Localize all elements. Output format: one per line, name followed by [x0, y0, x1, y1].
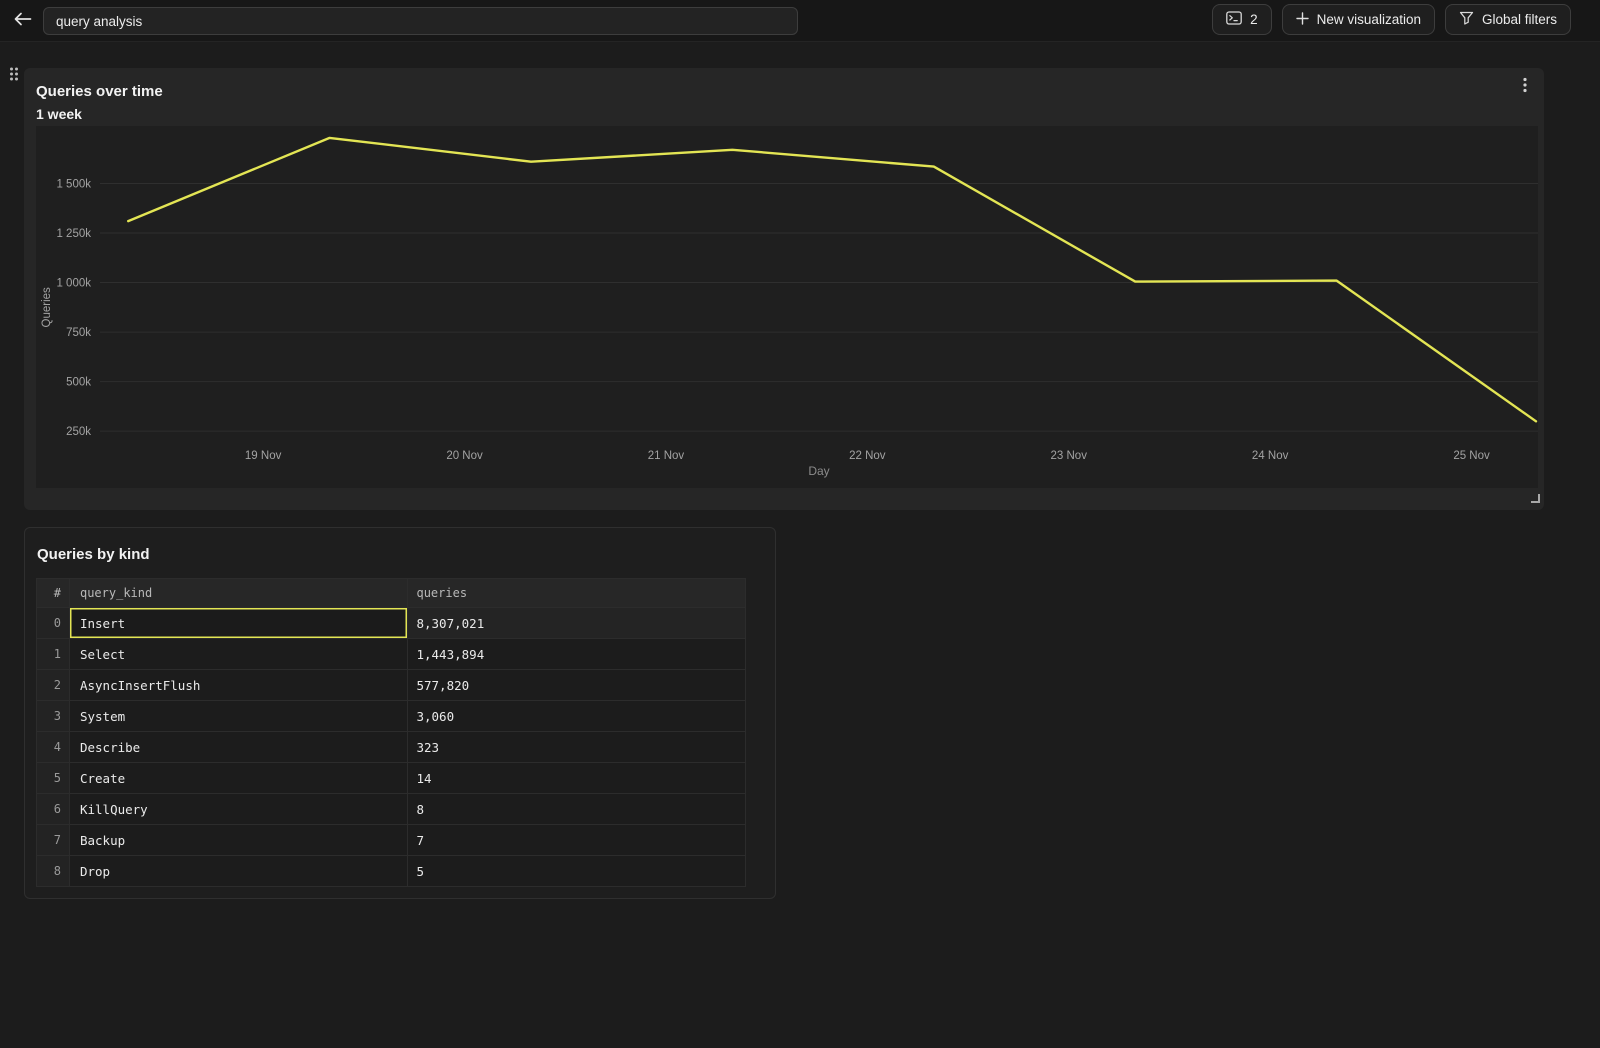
cell-queries[interactable]: 14	[416, 770, 432, 786]
cell-row-index[interactable]: 2	[37, 670, 70, 700]
x-tick-label: 23 Nov	[1051, 450, 1088, 462]
cell-row-index[interactable]: 4	[37, 732, 70, 762]
chart-panel-title: Queries over time	[36, 83, 163, 100]
x-axis-title: Day	[808, 464, 829, 478]
cell-query-kind[interactable]: Drop	[70, 856, 409, 886]
panel-resize-handle[interactable]	[1531, 494, 1540, 503]
cell-queries[interactable]: 577,820	[416, 677, 470, 693]
panel-drag-handle[interactable]	[6, 66, 22, 86]
cell-row-index[interactable]: 7	[37, 825, 70, 855]
console-count-label: 2	[1250, 12, 1258, 27]
cell-row-index[interactable]: 8	[37, 856, 70, 886]
y-tick-label: 1 250k	[56, 228, 91, 240]
plus-icon	[1295, 11, 1309, 28]
table-panel-title: Queries by kind	[37, 546, 150, 563]
cell-queries[interactable]: 7	[416, 832, 425, 848]
queries-by-kind-table: # query_kind queries 0 Insert 8,307,021 1 Se…	[36, 578, 746, 887]
chart-menu-button[interactable]	[1516, 77, 1534, 98]
x-tick-label: 25 Nov	[1453, 450, 1490, 462]
cell-row-index[interactable]: 1	[37, 639, 70, 669]
table-row: 1 Select 1,443,894	[37, 639, 745, 670]
cell-query-kind[interactable]: KillQuery	[70, 794, 409, 824]
table-row: 3 System 3,060	[37, 701, 745, 732]
queries-by-kind-panel: Queries by kind # query_kind queries 0 In…	[24, 527, 776, 899]
queries-over-time-panel: Queries over time 1 week 250k 500k 750k 1 0…	[24, 68, 1544, 510]
y-tick-label: 250k	[66, 426, 91, 438]
table-row: 0 Insert 8,307,021	[37, 608, 745, 639]
column-header-queries: queries	[416, 586, 468, 600]
x-tick-label: 21 Nov	[648, 450, 685, 462]
topbar: 2 New visualization Global filters	[0, 0, 1600, 42]
cell-queries[interactable]: 3,060	[416, 708, 455, 724]
cell-queries[interactable]: 5	[416, 863, 425, 879]
grip-dots-icon	[8, 66, 20, 87]
cell-queries[interactable]: 323	[416, 739, 440, 755]
cell-row-index[interactable]: 6	[37, 794, 70, 824]
x-tick-label: 20 Nov	[446, 450, 483, 462]
cell-queries[interactable]: 8	[416, 801, 425, 817]
chart-panel-header: Queries over time 1 week	[36, 80, 163, 125]
cell-query-kind[interactable]: Describe	[70, 732, 409, 762]
global-filters-label: Global filters	[1481, 12, 1557, 27]
y-tick-label: 500k	[66, 377, 91, 389]
cell-query-kind[interactable]: Insert	[69, 608, 409, 638]
cell-queries[interactable]: 8,307,021	[416, 615, 485, 631]
x-tick-label: 22 Nov	[849, 450, 886, 462]
cell-query-kind[interactable]: AsyncInsertFlush	[70, 670, 409, 700]
console-icon	[1226, 11, 1243, 28]
new-visualization-button[interactable]: New visualization	[1281, 4, 1435, 35]
chart-panel-subtitle: 1 week	[36, 106, 82, 122]
table-row: 6 KillQuery 8	[37, 794, 745, 825]
series-line-queries[interactable]	[126, 136, 1538, 423]
back-button[interactable]	[10, 8, 36, 34]
y-tick-label: 1 000k	[56, 278, 91, 290]
x-tick-label: 19 Nov	[245, 450, 282, 462]
table-row: 4 Describe 323	[37, 732, 745, 763]
y-axis-title: Queries	[41, 287, 53, 328]
table-row: 2 AsyncInsertFlush 577,820	[37, 670, 745, 701]
y-tick-label: 1 500k	[56, 178, 91, 190]
table-body: 0 Insert 8,307,021 1 Select 1,443,894 2 AsyncIn…	[37, 608, 745, 887]
table-row: 5 Create 14	[37, 763, 745, 794]
table-row: 7 Backup 7	[37, 825, 745, 856]
cell-query-kind[interactable]: Select	[70, 639, 409, 669]
cell-query-kind[interactable]: Backup	[70, 825, 409, 855]
cell-row-index[interactable]: 5	[37, 763, 70, 793]
console-count-button[interactable]: 2	[1212, 4, 1272, 35]
table-panel-header: Queries by kind	[37, 543, 150, 566]
funnel-icon	[1459, 11, 1474, 28]
line-chart[interactable]: 250k 500k 750k 1 000k 1 250k 1 500k 19 Nov 20 N…	[36, 126, 1538, 488]
cell-query-kind[interactable]: System	[70, 701, 409, 731]
table-header-row: # query_kind queries	[37, 579, 745, 608]
cell-row-index[interactable]: 0	[37, 608, 70, 638]
column-header-index: #	[37, 579, 70, 607]
x-tick-label: 24 Nov	[1252, 450, 1289, 462]
cell-queries[interactable]: 1,443,894	[416, 646, 485, 662]
topbar-actions: 2 New visualization Global filters	[1212, 4, 1571, 35]
column-header-query-kind: query_kind	[70, 579, 409, 607]
arrow-left-icon	[14, 12, 32, 31]
cell-row-index[interactable]: 3	[37, 701, 70, 731]
kebab-vertical-icon	[1523, 77, 1527, 98]
cell-query-kind[interactable]: Create	[70, 763, 409, 793]
global-filters-button[interactable]: Global filters	[1444, 4, 1571, 35]
new-visualization-label: New visualization	[1316, 12, 1421, 27]
table-row: 8 Drop 5	[37, 856, 745, 887]
y-tick-label: 750k	[66, 327, 91, 339]
dashboard-title-input[interactable]	[43, 7, 798, 35]
